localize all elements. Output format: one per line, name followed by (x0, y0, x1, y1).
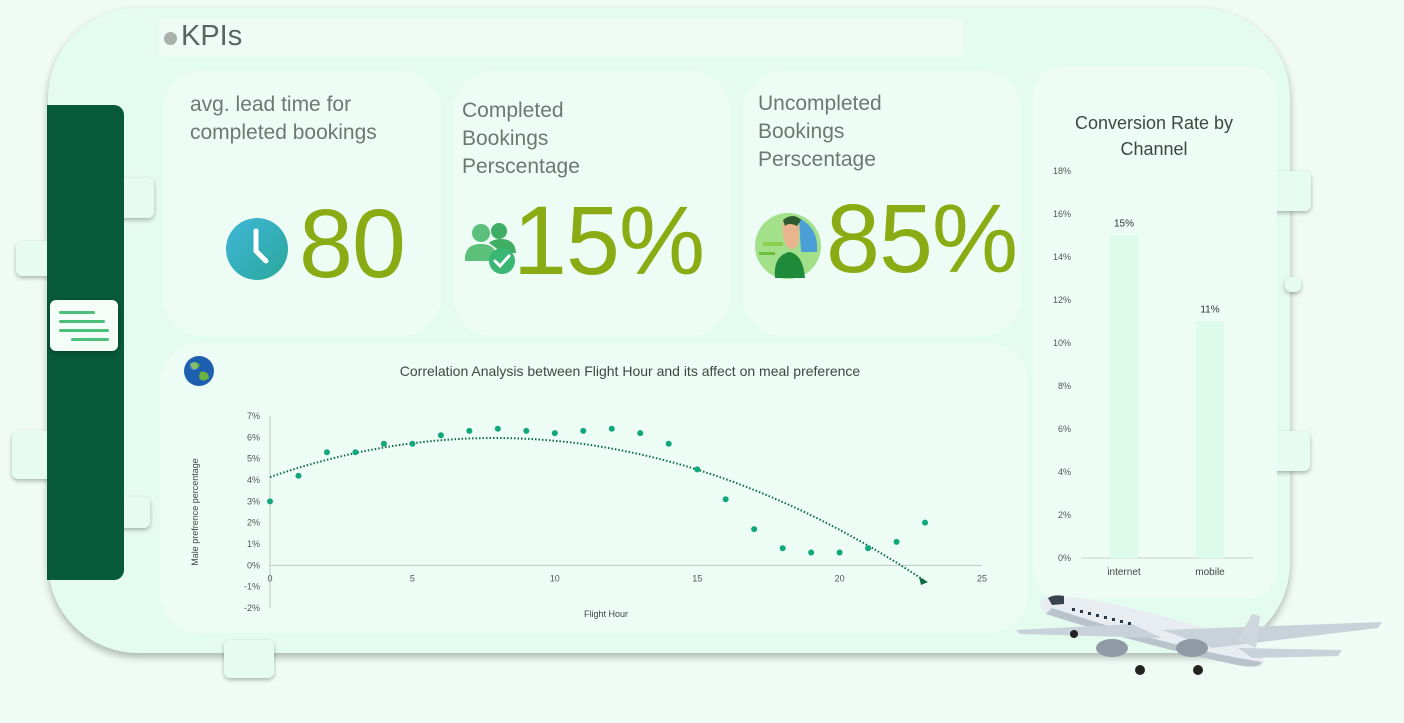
data-point (352, 449, 359, 456)
data-point (637, 430, 644, 437)
data-point (922, 519, 929, 526)
frame-tab (224, 640, 274, 678)
kpi-card-uncompleted: Uncompleted Bookings Perscentage 85% (743, 71, 1021, 336)
y-tick-label: 18% (1053, 166, 1071, 176)
frame-tab (1285, 277, 1301, 292)
conversion-chart-card: Conversion Rate by Channel 0% 2% 4% 6% 8% 10%… (1033, 66, 1277, 599)
menu-icon (59, 310, 95, 314)
trendline-arrow (919, 577, 929, 586)
kpi-label: Completed Bookings Perscentage (462, 99, 580, 178)
y-tick-label: -1% (244, 582, 260, 592)
y-tick-label: 4% (247, 475, 260, 485)
y-tick-label: 8% (1058, 381, 1071, 391)
page-title: KPIs (181, 20, 243, 52)
correlation-chart-card: Correlation Analysis between Flight Hour… (160, 343, 1028, 633)
scatter-chart: -2% -1% 0% 1% 2% 3% 4% 5% 6% 7% 0 5 10 15 20 25 Flight H… (190, 411, 987, 619)
y-tick-label: 12% (1053, 295, 1071, 305)
y-tick-label: 1% (247, 539, 260, 549)
menu-icon-line (59, 319, 105, 323)
globe-icon (184, 356, 214, 391)
trendline (269, 437, 926, 582)
y-tick-label: 16% (1053, 209, 1071, 219)
y-tick-label: 4% (1058, 467, 1071, 477)
bar (1196, 321, 1224, 558)
data-point (580, 427, 587, 434)
y-tick-label: 6% (1058, 424, 1071, 434)
x-tick-label: mobile (1195, 567, 1225, 578)
x-tick-label: 10 (550, 573, 560, 583)
data-point (380, 440, 387, 447)
x-tick-label: 5 (410, 573, 415, 583)
data-point (523, 427, 530, 434)
kpi-label: Uncompleted Bookings Perscentage (758, 92, 882, 171)
kpi-value: 15% (513, 186, 705, 295)
y-tick-label: 3% (247, 496, 260, 506)
x-tick-label: 15 (692, 573, 702, 583)
data-point (722, 496, 729, 503)
x-tick-label: 20 (835, 573, 845, 583)
data-point (437, 432, 444, 439)
data-point (494, 425, 501, 432)
y-axis-label: Male prefrence percentage (190, 458, 200, 566)
data-point (808, 549, 815, 556)
bar (1110, 235, 1138, 558)
airplane-icon (1012, 578, 1386, 683)
data-point (665, 440, 672, 447)
kpi-value: 80 (299, 189, 406, 298)
data-label: 15% (1114, 219, 1134, 230)
clock-icon (225, 217, 289, 286)
x-tick-label: 25 (977, 573, 987, 583)
data-point (295, 472, 302, 479)
data-point (694, 466, 701, 473)
title-bar (159, 18, 963, 57)
title-bullet (164, 32, 177, 45)
data-point (551, 430, 558, 437)
data-point (751, 526, 758, 533)
kpi-card-lead-time: avg. lead time for completed bookings 80 (163, 71, 441, 336)
kpi-label: avg. lead time for completed bookings (190, 93, 377, 144)
menu-icon-line (71, 337, 109, 341)
y-tick-label: 2% (1058, 510, 1071, 520)
chart-title: Conversion Rate by Channel (1074, 113, 1234, 159)
x-tick-label: internet (1107, 567, 1141, 578)
x-tick-label: 0 (267, 573, 272, 583)
y-tick-label: 14% (1053, 252, 1071, 262)
y-tick-label: 0% (1058, 553, 1071, 563)
chart-title: Correlation Analysis between Flight Hour… (399, 363, 861, 379)
bar-chart: 0% 2% 4% 6% 8% 10% 12% 14% 16% 18% 15% internet 11% m… (1053, 166, 1253, 578)
data-point (836, 549, 843, 556)
y-tick-label: 7% (247, 411, 260, 421)
data-label: 11% (1200, 305, 1219, 316)
x-axis-label: Flight Hour (584, 609, 628, 619)
data-point (323, 449, 330, 456)
y-tick-label: 6% (247, 432, 260, 442)
data-point (865, 545, 872, 552)
data-point (267, 498, 273, 505)
data-point (409, 440, 416, 447)
kpi-card-completed: Completed Bookings Perscentage 15% (453, 71, 730, 336)
menu-button[interactable] (50, 300, 118, 351)
kpi-value: 85% (826, 184, 1018, 293)
data-point (608, 425, 615, 432)
users-check-icon (461, 217, 519, 280)
y-tick-label: 10% (1053, 338, 1071, 348)
data-point (466, 427, 473, 434)
menu-icon-line (59, 328, 109, 332)
data-point (893, 538, 900, 545)
y-tick-label: -2% (244, 603, 260, 613)
y-tick-label: 2% (247, 518, 260, 528)
person-icon (755, 212, 821, 285)
y-tick-label: 5% (247, 454, 260, 464)
y-tick-label: 0% (247, 560, 260, 570)
data-point (779, 545, 786, 552)
